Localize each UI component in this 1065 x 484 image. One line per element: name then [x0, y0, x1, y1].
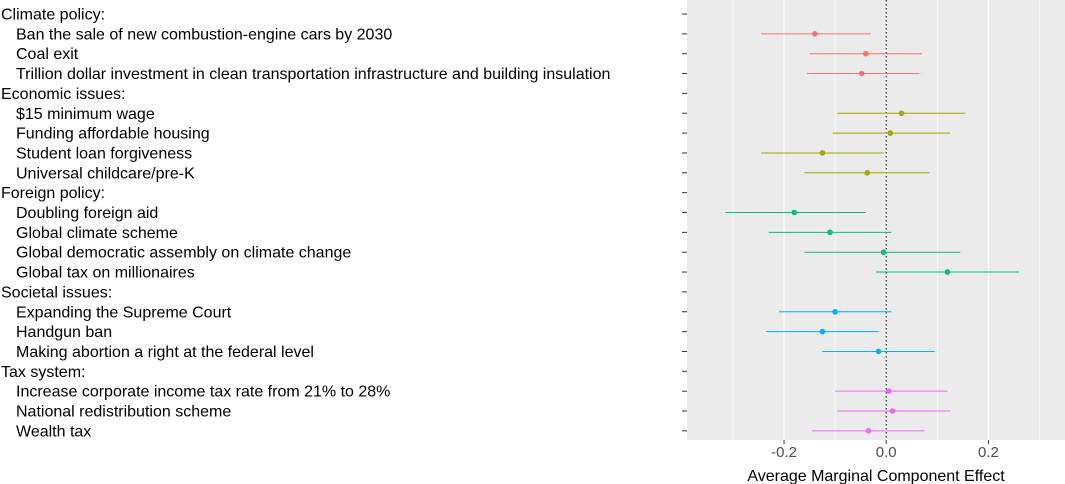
point-estimate	[819, 328, 826, 335]
point-estimate	[944, 269, 951, 275]
point-estimate	[862, 50, 869, 57]
estimate-marks	[725, 31, 1020, 434]
x-axis: -0.2 0.0 0.2	[771, 440, 999, 461]
attribute-label: Student loan forgiveness	[16, 145, 192, 162]
attribute-label: Wealth tax	[16, 423, 91, 440]
point-estimate	[827, 229, 833, 236]
point-estimate	[819, 150, 826, 156]
point-estimate	[889, 408, 896, 414]
attribute-label: Funding affordable housing	[16, 126, 210, 143]
group-heading: Economic issues:	[1, 86, 126, 103]
attribute-label: National redistribution scheme	[16, 404, 231, 421]
point-estimate	[887, 130, 894, 136]
point-estimate	[865, 428, 872, 434]
point-estimate	[811, 31, 818, 37]
attribute-label: $15 minimum wage	[16, 106, 155, 123]
group-heading: Foreign policy:	[1, 185, 105, 202]
point-estimate	[858, 70, 865, 77]
panel-background	[687, 0, 1065, 440]
x-tick-label: 0.2	[978, 444, 999, 461]
x-tick-label: 0.0	[876, 444, 897, 461]
attribute-label: Ban the sale of new combustion-engine ca…	[16, 26, 392, 43]
attribute-label: Coal exit	[16, 46, 79, 63]
y-axis-ticks	[682, 13, 687, 432]
point-estimate	[880, 249, 887, 255]
attribute-label: Expanding the Supreme Court	[16, 304, 232, 321]
group-heading: Tax system:	[1, 364, 85, 381]
attribute-label: Doubling foreign aid	[16, 205, 158, 222]
point-estimate	[864, 170, 871, 176]
point-estimate	[875, 348, 882, 355]
point-estimate	[898, 110, 905, 117]
x-tick-label: -0.2	[771, 444, 797, 461]
attribute-label: Handgun ban	[16, 324, 112, 341]
attribute-label: Increase corporate income tax rate from …	[16, 384, 390, 401]
x-axis-title: Average Marginal Component Effect	[747, 468, 1005, 484]
attribute-label: Universal childcare/pre-K	[16, 165, 195, 182]
attribute-label: Trillion dollar investment in clean tran…	[16, 66, 610, 83]
point-estimate	[885, 388, 892, 394]
point-estimate	[791, 209, 798, 216]
attribute-label: Global climate scheme	[16, 225, 178, 242]
y-axis-labels: Climate policy: Ban the sale of new combu…	[1, 7, 610, 441]
attribute-label: Making abortion a right at the federal l…	[16, 344, 314, 361]
group-heading: Societal issues:	[1, 284, 112, 301]
group-heading: Climate policy:	[1, 7, 105, 24]
attribute-label: Global democratic assembly on climate ch…	[16, 245, 351, 262]
point-estimate	[832, 308, 838, 315]
attribute-label: Global tax on millionaires	[16, 265, 195, 282]
